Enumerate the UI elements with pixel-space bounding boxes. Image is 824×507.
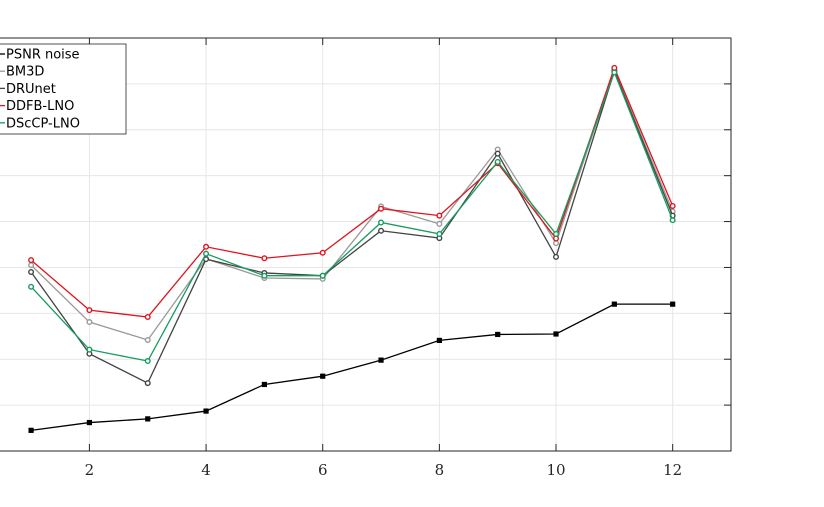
data-point [86, 419, 93, 426]
series-dsccp-lno [28, 69, 676, 365]
data-point [86, 307, 93, 314]
data-point [203, 243, 210, 250]
data-point [553, 253, 560, 260]
data-point [436, 337, 442, 344]
data-point [319, 249, 326, 256]
data-point [378, 227, 385, 234]
data-point [611, 301, 617, 307]
data-point [203, 250, 210, 257]
data-point [436, 230, 443, 237]
plot-frame [0, 37, 732, 452]
data-point [203, 408, 209, 414]
data-point [144, 314, 151, 321]
data-point [378, 205, 385, 212]
data-point [86, 346, 93, 353]
legend-label: DScCP-LNO [6, 116, 80, 131]
series-line [30, 303, 673, 431]
data-point [28, 257, 35, 264]
data-point [378, 357, 384, 363]
data-point [261, 381, 267, 388]
series-layer [28, 64, 676, 433]
data-point [553, 230, 560, 237]
data-point [436, 220, 443, 227]
data-point [320, 373, 326, 379]
x-tick-label: 8 [435, 461, 445, 479]
data-point [553, 331, 559, 337]
data-point [494, 150, 501, 157]
data-point [436, 212, 443, 219]
legend-entry: DDFB-LNO [0, 99, 74, 114]
data-point [495, 331, 501, 338]
legend-label: PSNR noise [6, 48, 80, 63]
data-point [144, 380, 151, 387]
data-point [669, 202, 676, 209]
data-point [494, 158, 501, 165]
data-point [378, 219, 385, 226]
legend-box [0, 43, 127, 135]
legend-entry: PSNR noise [0, 48, 80, 63]
legend-label: DRUnet [6, 82, 56, 97]
x-tick-label: 12 [663, 461, 682, 479]
data-point [144, 336, 151, 343]
data-point [28, 269, 35, 276]
series-line [30, 69, 674, 384]
legend-label: DDFB-LNO [6, 99, 74, 114]
series-line [30, 66, 674, 318]
x-tick-label: 6 [318, 461, 328, 479]
data-point [319, 272, 326, 279]
data-point [144, 358, 151, 365]
x-tick-label: 2 [85, 461, 95, 479]
series-drunet [28, 68, 676, 387]
data-point [261, 255, 268, 262]
x-tick-label: 4 [201, 461, 211, 479]
data-point [670, 301, 676, 307]
series-psnr-noise [28, 301, 676, 433]
data-point [28, 262, 35, 269]
legend-label: BM3D [6, 65, 44, 80]
data-point [611, 69, 618, 76]
x-axis-ticks: 2 4 6 8 10 12 [85, 38, 682, 479]
series-ddfb-lno [28, 64, 676, 321]
legend-entry: DScCP-LNO [0, 116, 80, 131]
data-point [28, 427, 34, 433]
data-point [261, 272, 268, 279]
data-point [669, 217, 676, 224]
data-point [145, 416, 151, 422]
legend-entry: BM3D [0, 65, 44, 80]
data-point [28, 283, 35, 290]
data-point [86, 319, 93, 326]
series-line [30, 70, 674, 362]
series-line [30, 68, 674, 341]
legend-entry: DRUnet [0, 82, 56, 97]
legend: PSNR noise BM3D DRUnet DDFB-LNO DScCP-LNO [0, 43, 127, 135]
x-tick-label: 10 [546, 461, 565, 479]
